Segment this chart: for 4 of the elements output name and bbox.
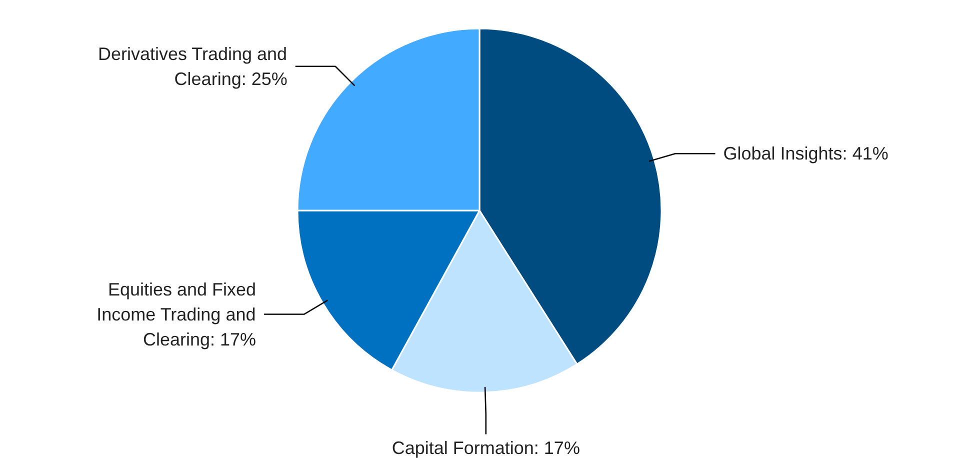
slice-label: Capital Formation: 17%: [392, 438, 580, 458]
slice-label: Global Insights: 41%: [723, 144, 888, 164]
slice-label: Equities and Fixed Income Trading and Clearing: 17%: [96, 279, 256, 350]
slice-label: Derivatives Trading and Clearing: 25%: [98, 44, 288, 89]
